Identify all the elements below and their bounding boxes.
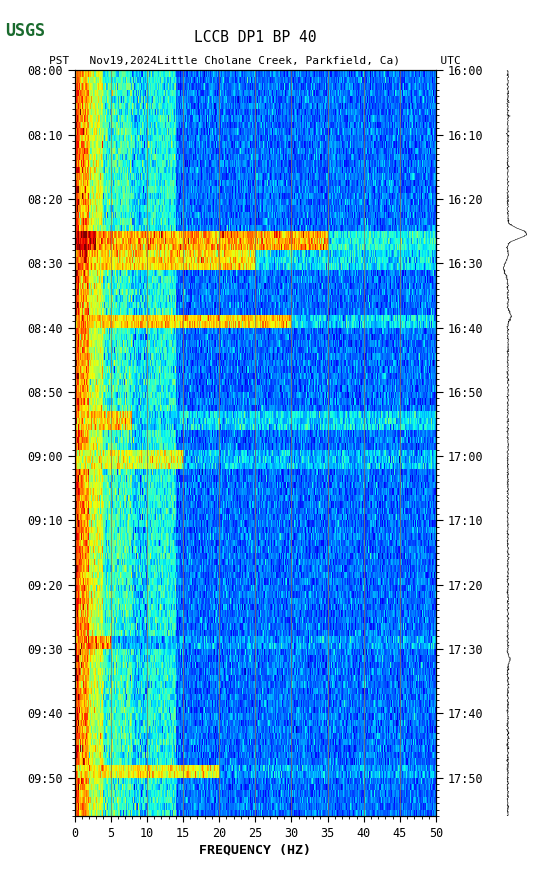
Text: LCCB DP1 BP 40: LCCB DP1 BP 40: [194, 30, 316, 45]
Text: USGS: USGS: [6, 22, 45, 40]
X-axis label: FREQUENCY (HZ): FREQUENCY (HZ): [199, 844, 311, 856]
Text: PST   Nov19,2024Little Cholane Creek, Parkfield, Ca)      UTC: PST Nov19,2024Little Cholane Creek, Park…: [50, 55, 461, 65]
